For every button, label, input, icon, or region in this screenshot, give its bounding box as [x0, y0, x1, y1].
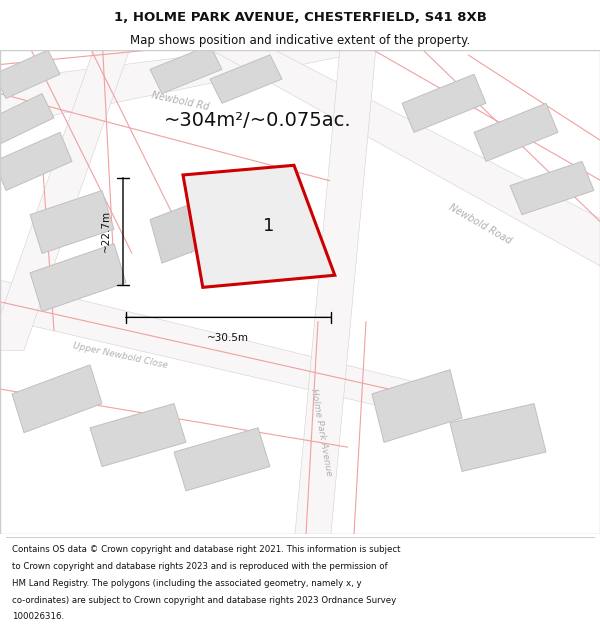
Polygon shape: [474, 103, 558, 161]
Polygon shape: [0, 132, 72, 191]
Polygon shape: [294, 26, 378, 544]
Polygon shape: [183, 165, 335, 288]
Text: 100026316.: 100026316.: [12, 612, 64, 621]
Polygon shape: [0, 94, 54, 147]
Text: 1, HOLME PARK AVENUE, CHESTERFIELD, S41 8XB: 1, HOLME PARK AVENUE, CHESTERFIELD, S41 …: [113, 11, 487, 24]
Polygon shape: [372, 369, 462, 442]
Text: HM Land Registry. The polygons (including the associated geometry, namely x, y: HM Land Registry. The polygons (includin…: [12, 579, 362, 587]
Text: Newbold Rd: Newbold Rd: [150, 90, 210, 112]
Polygon shape: [12, 365, 102, 432]
Polygon shape: [0, 26, 492, 132]
Polygon shape: [30, 244, 126, 311]
Text: ~30.5m: ~30.5m: [208, 332, 250, 342]
Polygon shape: [0, 26, 138, 350]
Polygon shape: [168, 26, 600, 282]
Polygon shape: [450, 404, 546, 471]
Text: Map shows position and indicative extent of the property.: Map shows position and indicative extent…: [130, 34, 470, 47]
Text: ~304m²/~0.075ac.: ~304m²/~0.075ac.: [164, 111, 352, 130]
Polygon shape: [0, 50, 60, 98]
Polygon shape: [0, 272, 444, 418]
Text: co-ordinates) are subject to Crown copyright and database rights 2023 Ordnance S: co-ordinates) are subject to Crown copyr…: [12, 596, 396, 604]
Text: ~22.7m: ~22.7m: [101, 210, 111, 252]
Text: to Crown copyright and database rights 2023 and is reproduced with the permissio: to Crown copyright and database rights 2…: [12, 562, 388, 571]
Polygon shape: [150, 181, 264, 263]
Polygon shape: [402, 74, 486, 132]
Polygon shape: [30, 191, 114, 254]
Polygon shape: [510, 161, 594, 214]
Polygon shape: [174, 428, 270, 491]
Text: Upper Newbold Close: Upper Newbold Close: [72, 341, 168, 369]
Text: Contains OS data © Crown copyright and database right 2021. This information is : Contains OS data © Crown copyright and d…: [12, 545, 401, 554]
Polygon shape: [210, 55, 282, 103]
Text: Holme Park Avenue: Holme Park Avenue: [309, 388, 333, 477]
Polygon shape: [90, 404, 186, 466]
Text: 1: 1: [263, 217, 274, 235]
Text: Newbold Road: Newbold Road: [447, 202, 513, 246]
Polygon shape: [150, 45, 222, 94]
